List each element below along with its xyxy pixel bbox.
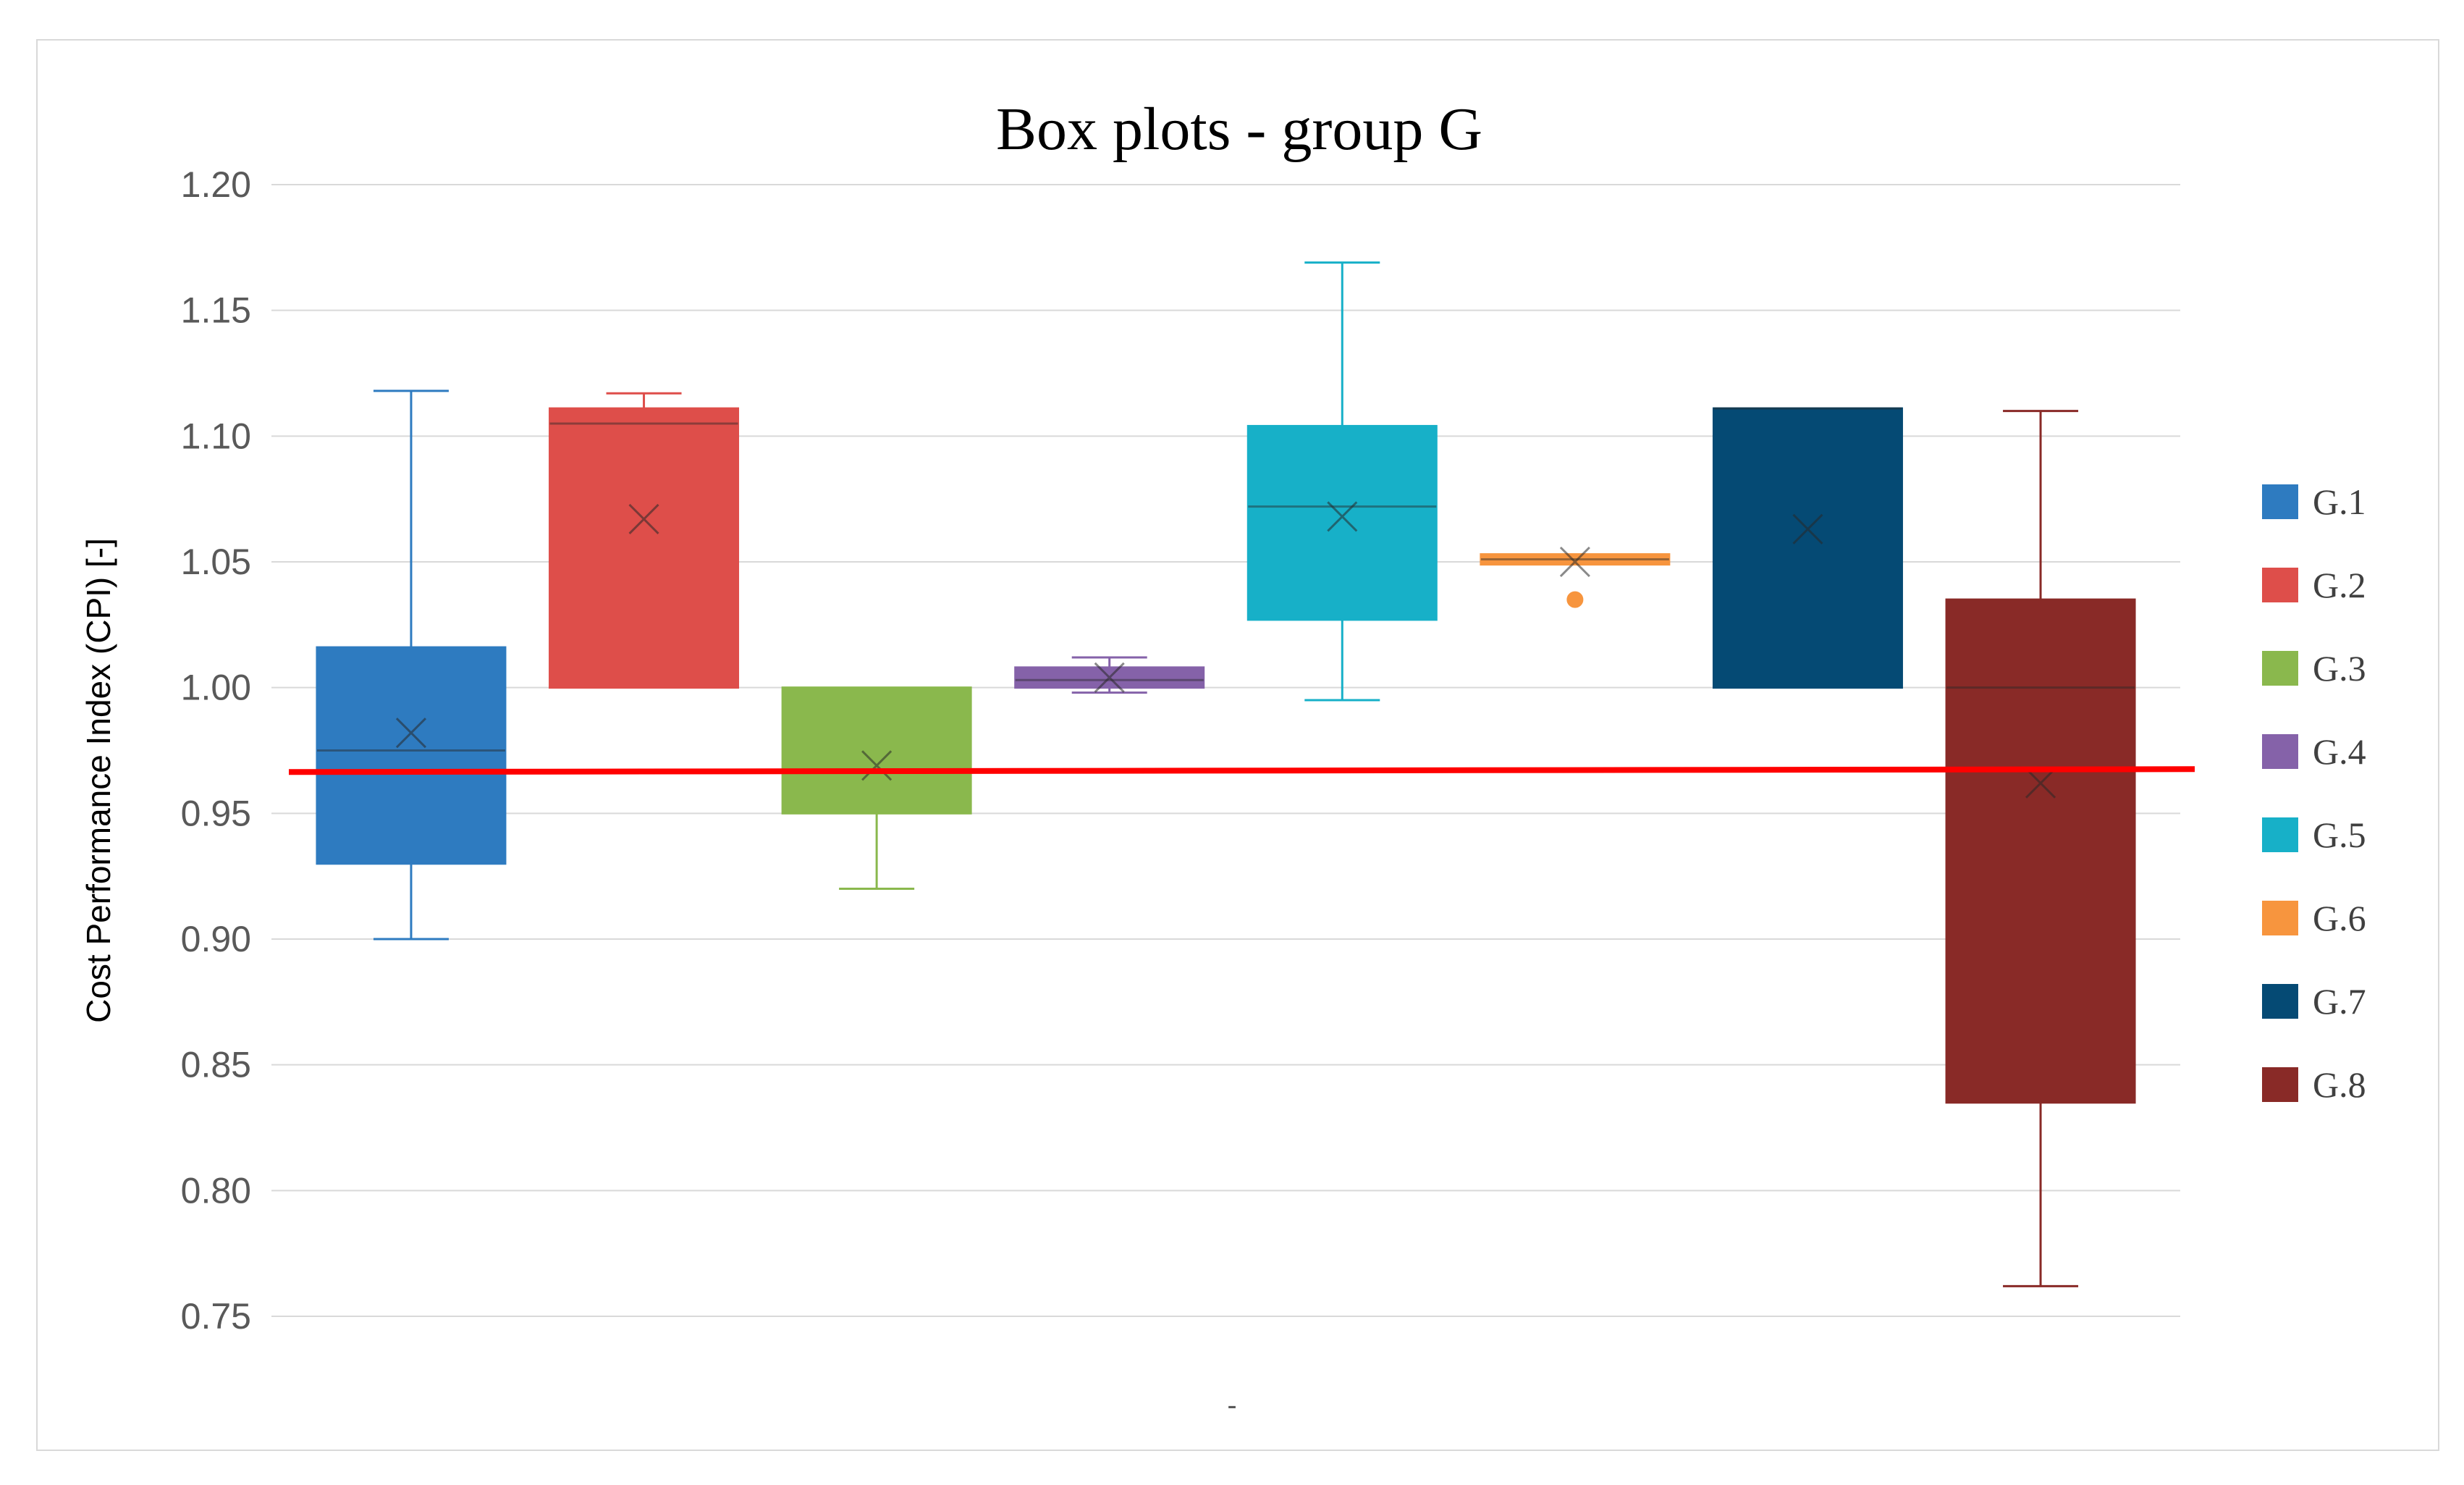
box-plot-chart: Box plots - group G 0.75 0.80 0.85 0.90 0.95… <box>80 96 2366 1421</box>
y-tick-label: 1.00 <box>181 668 251 708</box>
outlier-point <box>1566 591 1584 608</box>
legend-item: G.1 <box>2262 481 2366 522</box>
legend-label: G.4 <box>2313 731 2366 772</box>
legend-item: G.7 <box>2262 981 2366 1022</box>
y-tick-labels: 0.75 0.80 0.85 0.90 0.95 1.00 1.05 1.10 1.15 1.20 <box>181 164 251 1337</box>
chart-title: Box plots - group G <box>996 96 1482 163</box>
y-axis-label: Cost Performance Index (CPI) [-] <box>80 538 117 1023</box>
mean-marker <box>395 718 427 749</box>
legend: G.1 G.2 G.3 G.4 G.5 G.6 G.7 G.8 <box>2262 481 2366 1105</box>
y-tick-label: 1.05 <box>181 542 251 582</box>
box-g-3 <box>781 686 972 891</box>
mean-marker <box>861 750 893 781</box>
legend-swatch <box>2262 484 2298 519</box>
legend-swatch <box>2262 984 2298 1019</box>
y-tick-label: 0.75 <box>181 1296 251 1337</box>
legend-label: G.1 <box>2313 481 2366 522</box>
legend-swatch <box>2262 817 2298 852</box>
box-body <box>316 646 507 865</box>
mean-marker <box>1327 501 1358 532</box>
legend-swatch <box>2262 651 2298 686</box>
legend-label: G.5 <box>2313 815 2366 855</box>
mean-marker <box>1094 662 1125 693</box>
box-g-5 <box>1246 261 1438 702</box>
legend-item: G.6 <box>2262 898 2366 938</box>
legend-label: G.8 <box>2313 1064 2366 1105</box>
legend-swatch <box>2262 568 2298 602</box>
box-g-6 <box>1480 546 1671 608</box>
legend-item: G.3 <box>2262 648 2366 689</box>
box-g-4 <box>1014 656 1205 694</box>
gridlines <box>271 184 2180 1317</box>
box-body <box>1712 407 1903 689</box>
legend-swatch <box>2262 1067 2298 1102</box>
legend-label: G.3 <box>2313 648 2366 689</box>
y-tick-label: 1.10 <box>181 416 251 456</box>
box-body <box>781 686 972 815</box>
box-body <box>1480 553 1671 566</box>
chart-frame: Box plots - group G 0.75 0.80 0.85 0.90 0.95… <box>36 39 2439 1451</box>
legend-label: G.2 <box>2313 565 2366 605</box>
y-tick-label: 0.80 <box>181 1170 251 1211</box>
x-axis-label: - <box>1227 1389 1236 1421</box>
legend-item: G.8 <box>2262 1064 2366 1105</box>
box-g-8 <box>1945 410 2136 1287</box>
y-tick-label: 0.90 <box>181 919 251 959</box>
mean-marker <box>2025 767 2056 799</box>
reference-line <box>288 766 2195 775</box>
legend-label: G.6 <box>2313 898 2366 938</box>
y-tick-label: 1.20 <box>181 164 251 205</box>
legend-item: G.5 <box>2262 815 2366 855</box>
box-g-2 <box>549 392 740 689</box>
box-body <box>1246 424 1438 621</box>
box-body <box>549 407 740 689</box>
legend-swatch <box>2262 734 2298 769</box>
legend-swatch <box>2262 901 2298 935</box>
legend-item: G.4 <box>2262 731 2366 772</box>
box-body <box>1945 598 2136 1104</box>
mean-marker <box>1559 546 1590 578</box>
legend-label: G.7 <box>2313 981 2366 1022</box>
box-g-7 <box>1712 407 1903 689</box>
y-tick-label: 0.95 <box>181 793 251 833</box>
mean-marker <box>628 503 659 535</box>
mean-marker <box>1792 513 1823 544</box>
legend-item: G.2 <box>2262 565 2366 605</box>
y-tick-label: 1.15 <box>181 290 251 331</box>
y-tick-label: 0.85 <box>181 1045 251 1085</box>
reference-line-group <box>288 766 2195 775</box>
box-g-1 <box>316 390 507 941</box>
box-series <box>316 261 2136 1287</box>
